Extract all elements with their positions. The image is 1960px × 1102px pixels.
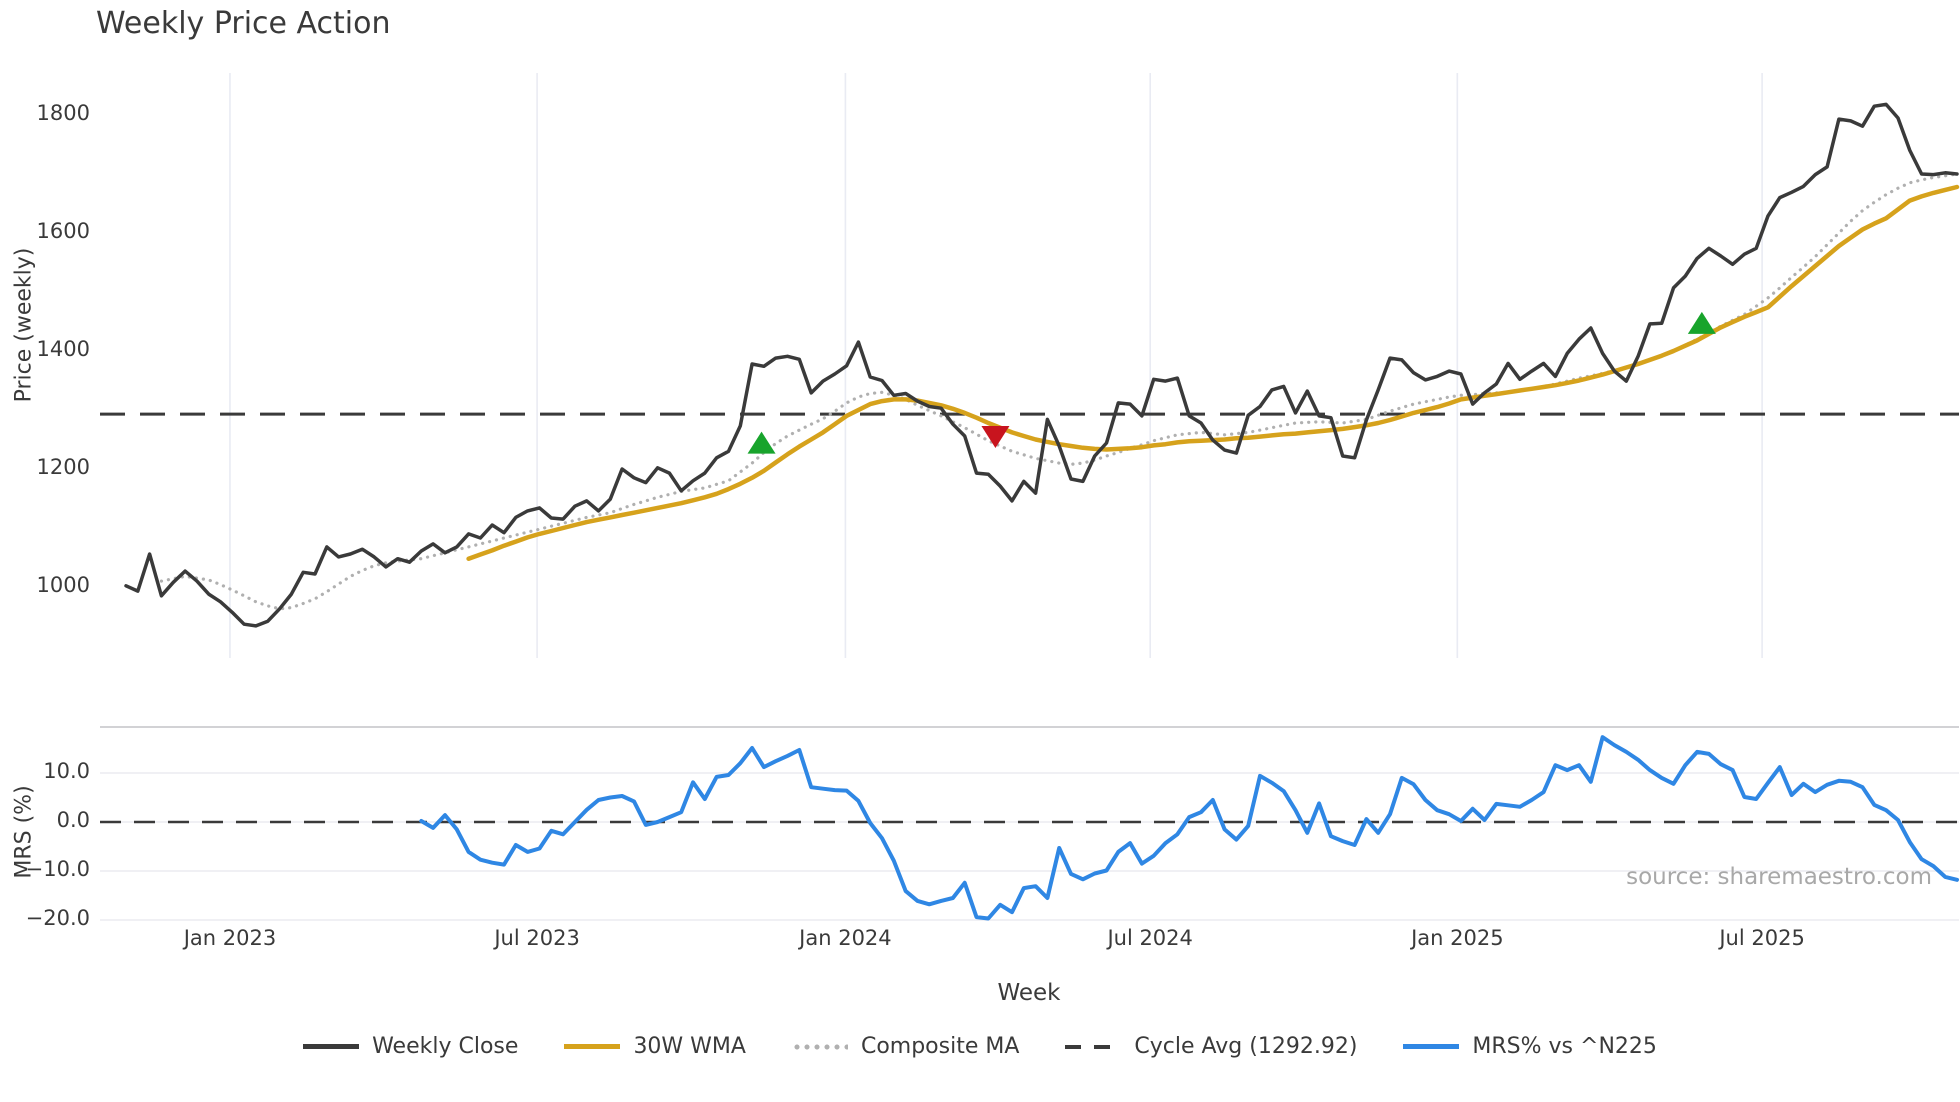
x-tick-label: Jul 2025 <box>1719 926 1805 950</box>
mrs-tick-label: 10.0 <box>43 759 90 783</box>
legend-item-30w-wma: 30W WMA <box>564 1034 746 1059</box>
price-tick-label: 1200 <box>36 455 90 479</box>
price-tick-label: 1600 <box>36 219 90 243</box>
series-30w-wma <box>466 184 1960 561</box>
x-tick-label: Jul 2023 <box>494 926 580 950</box>
wma-line-swatch <box>564 1044 621 1049</box>
price-tick-label: 1000 <box>36 573 90 597</box>
x-axis-label: Week <box>997 980 1061 1006</box>
price-tick-label: 1400 <box>36 337 90 361</box>
legend-label: Weekly Close <box>372 1034 519 1059</box>
legend: Weekly Close 30W WMA Composite MA Cycle … <box>0 1034 1960 1059</box>
x-tick-label: Jul 2024 <box>1107 926 1193 950</box>
composite-ma-line-swatch <box>791 1043 848 1050</box>
series-composite-ma <box>159 172 1959 611</box>
mrs-tick-label: −10.0 <box>25 857 90 881</box>
legend-item-cycle-avg: Cycle Avg (1292.92) <box>1065 1034 1357 1059</box>
legend-label: MRS% vs ^N225 <box>1472 1034 1657 1059</box>
weekly-close-line-swatch <box>303 1044 360 1049</box>
mrs-tick-label: 0.0 <box>56 808 90 832</box>
buy-signal-marker <box>1687 311 1716 334</box>
cycle-avg-line-swatch <box>1065 1044 1122 1049</box>
series-weekly-close <box>124 102 1959 628</box>
sell-signal-marker <box>981 425 1010 448</box>
x-tick-label: Jan 2024 <box>799 926 892 950</box>
legend-label: Composite MA <box>860 1034 1020 1059</box>
price-axis-label: Price (weekly) <box>11 247 37 403</box>
buy-signal-marker <box>747 431 776 454</box>
mrs-line-swatch <box>1403 1044 1460 1049</box>
chart-title: Weekly Price Action <box>96 6 391 41</box>
legend-item-weekly-close: Weekly Close <box>303 1034 518 1059</box>
legend-item-mrs: MRS% vs ^N225 <box>1403 1034 1657 1059</box>
legend-item-composite-ma: Composite MA <box>791 1034 1020 1059</box>
price-tick-label: 1800 <box>36 101 90 125</box>
legend-label: Cycle Avg (1292.92) <box>1134 1034 1358 1059</box>
source-credit: source: sharemaestro.com <box>1626 864 1932 890</box>
legend-label: 30W WMA <box>633 1034 746 1059</box>
mrs-tick-label: −20.0 <box>25 906 90 930</box>
series-mrs-vs-n225 <box>419 735 1959 921</box>
x-tick-label: Jan 2023 <box>183 926 277 950</box>
x-tick-label: Jan 2025 <box>1411 926 1504 950</box>
